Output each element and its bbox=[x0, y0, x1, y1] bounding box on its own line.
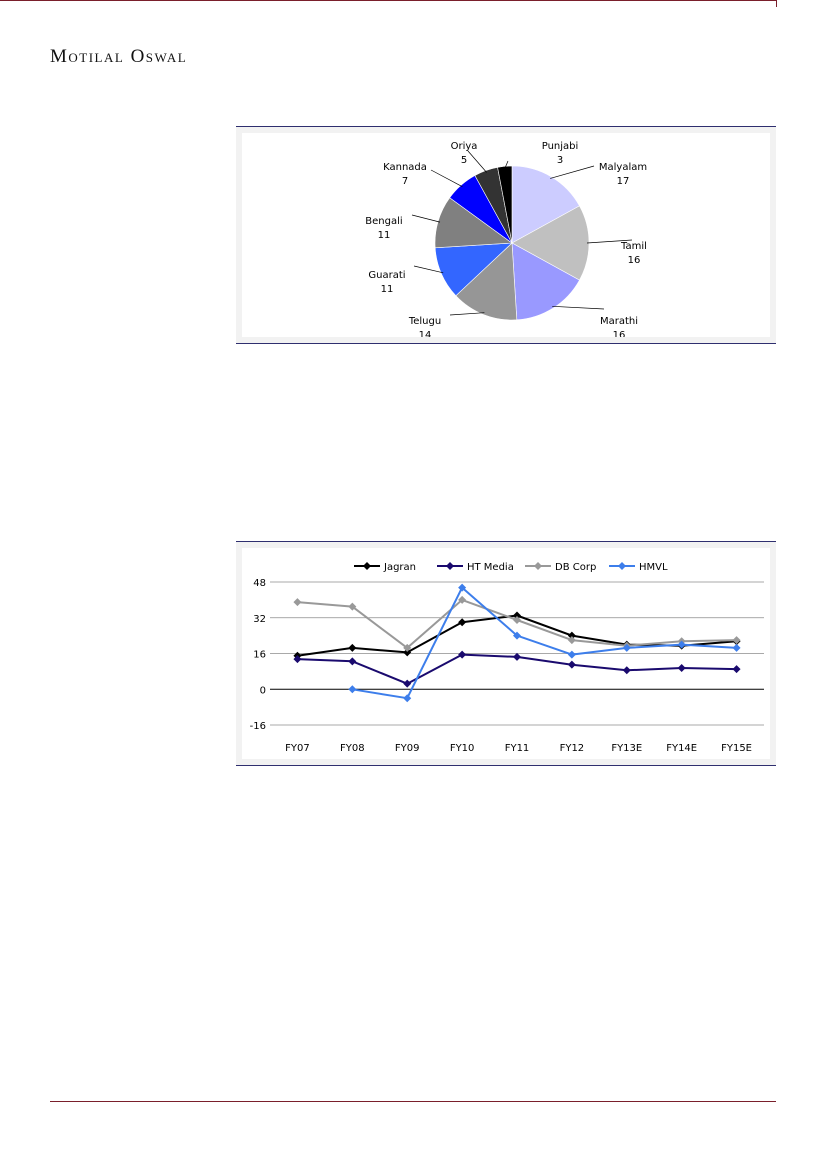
y-tick-label: 16 bbox=[253, 650, 266, 661]
pie-leader-marathi bbox=[552, 305, 605, 310]
pie-leader-bengali bbox=[411, 214, 441, 223]
point-jagran-fy10 bbox=[458, 618, 467, 627]
x-tick-label-fy10: FY10 bbox=[450, 743, 475, 754]
point-ht-media-fy13e bbox=[622, 666, 631, 675]
point-db-corp-fy15e bbox=[732, 636, 741, 645]
point-jagran-fy11 bbox=[513, 611, 521, 620]
pie-label-guarati: Guarati bbox=[368, 270, 405, 281]
pie-value-malyalam: 17 bbox=[617, 176, 630, 187]
point-hmvl-fy10 bbox=[458, 583, 467, 592]
point-jagran-fy12 bbox=[567, 631, 576, 640]
point-db-corp-fy07 bbox=[293, 598, 302, 607]
point-hmvl-fy11 bbox=[513, 631, 521, 640]
pie-chart-panel: Malyalam 17 Tamil 16 Marathi 16 Telugu 14 Guarat… bbox=[236, 126, 776, 344]
point-db-corp-fy11 bbox=[513, 615, 521, 624]
point-jagran-fy08 bbox=[348, 643, 357, 652]
pie-value-punjabi: 3 bbox=[557, 155, 563, 166]
point-hmvl-fy15e bbox=[732, 643, 741, 652]
pie-value-telugu: 14 bbox=[419, 330, 432, 337]
pie-label-malyalam: Malyalam bbox=[599, 162, 647, 173]
pie-label-telugu: Telugu bbox=[408, 316, 441, 327]
point-hmvl-fy08 bbox=[348, 685, 357, 694]
point-ht-media-fy09 bbox=[403, 679, 412, 688]
pie-slice-punjabi bbox=[497, 165, 513, 244]
legend-label-ht-media: HT Media bbox=[467, 562, 514, 573]
pie-value-marathi: 16 bbox=[613, 330, 626, 337]
y-tick-label: -16 bbox=[250, 721, 266, 732]
point-db-corp-fy12 bbox=[567, 636, 576, 645]
point-hmvl-fy13e bbox=[622, 643, 631, 652]
series-hmvl bbox=[348, 583, 741, 703]
pie-leader-tamil bbox=[586, 239, 633, 244]
x-tick-label-fy13e: FY13E bbox=[611, 743, 642, 754]
series-ht-media bbox=[293, 650, 741, 688]
pie-label-punjabi: Punjabi bbox=[542, 141, 579, 152]
point-db-corp-fy08 bbox=[348, 602, 357, 611]
pie-leader-malyalam bbox=[550, 165, 595, 179]
pie-slice-malyalam bbox=[511, 165, 580, 244]
pie-value-tamil: 16 bbox=[628, 255, 641, 266]
top-rule-tick bbox=[776, 0, 777, 7]
legend-marker-jagran bbox=[363, 562, 371, 570]
y-tick-label: 0 bbox=[260, 685, 266, 696]
legend-marker-db-corp bbox=[534, 562, 542, 570]
point-hmvl-fy14e bbox=[677, 640, 686, 649]
legend-marker-hmvl bbox=[618, 562, 626, 570]
pie-leader-punjabi bbox=[504, 160, 509, 169]
pie-leader-oriya bbox=[467, 150, 487, 173]
point-ht-media-fy07 bbox=[293, 655, 302, 664]
point-ht-media-fy10 bbox=[458, 650, 467, 659]
pie-label-marathi: Marathi bbox=[600, 316, 638, 327]
legend-label-db-corp: DB Corp bbox=[555, 562, 596, 573]
pie-chart: Malyalam 17 Tamil 16 Marathi 16 Telugu 14 Guarat… bbox=[242, 133, 770, 337]
x-tick-label-fy14e: FY14E bbox=[666, 743, 697, 754]
top-rule bbox=[0, 0, 776, 1]
legend-marker-ht-media bbox=[446, 562, 454, 570]
pie-leader-telugu bbox=[449, 312, 485, 316]
point-ht-media-fy12 bbox=[567, 660, 576, 669]
x-tick-label-fy08: FY08 bbox=[340, 743, 365, 754]
pie-slice-marathi bbox=[511, 242, 580, 321]
x-tick-label-fy09: FY09 bbox=[395, 743, 420, 754]
point-db-corp-fy09 bbox=[403, 643, 412, 652]
line-chart-panel: -16 0 16 32 48 FY07 FY08 FY09 FY10 FY11 FY12 FY13E F… bbox=[236, 541, 776, 766]
line-chart: -16 0 16 32 48 FY07 FY08 FY09 FY10 FY11 FY12 FY13E F… bbox=[242, 548, 770, 759]
pie-slice-telugu bbox=[455, 242, 518, 321]
x-tick-label-fy11: FY11 bbox=[505, 743, 530, 754]
pie-label-bengali: Bengali bbox=[365, 216, 402, 227]
brand-logo: Motilal Oswal bbox=[50, 46, 188, 67]
x-tick-label-fy15e: FY15E bbox=[721, 743, 752, 754]
series-db-corp bbox=[293, 595, 741, 652]
legend-label-hmvl: HMVL bbox=[639, 562, 668, 573]
y-tick-label: 32 bbox=[253, 614, 266, 625]
point-ht-media-fy11 bbox=[513, 652, 521, 661]
point-hmvl-fy12 bbox=[567, 650, 576, 659]
point-db-corp-fy10 bbox=[458, 595, 467, 604]
point-jagran-fy09 bbox=[403, 648, 412, 657]
y-tick-label: 48 bbox=[253, 578, 266, 589]
point-ht-media-fy15e bbox=[732, 665, 741, 674]
pie-leader-guarati bbox=[413, 265, 444, 274]
x-tick-label-fy07: FY07 bbox=[285, 743, 310, 754]
point-ht-media-fy08 bbox=[348, 657, 357, 666]
legend-label-jagran: Jagran bbox=[383, 562, 416, 573]
pie-label-oriya: Oriya bbox=[451, 141, 478, 152]
pie-label-kannada: Kannada bbox=[383, 162, 427, 173]
pie-value-kannada: 7 bbox=[402, 176, 408, 187]
point-hmvl-fy09 bbox=[403, 694, 412, 703]
pie-value-guarati: 11 bbox=[381, 284, 394, 295]
pie-leader-kannada bbox=[430, 169, 463, 188]
pie-value-bengali: 11 bbox=[378, 230, 391, 241]
point-ht-media-fy14e bbox=[677, 664, 686, 673]
x-tick-label-fy12: FY12 bbox=[560, 743, 585, 754]
pie-value-oriya: 5 bbox=[461, 155, 467, 166]
series-line-hmvl bbox=[352, 586, 737, 700]
pie-label-tamil: Tamil bbox=[620, 241, 647, 252]
bottom-rule bbox=[50, 1101, 776, 1102]
